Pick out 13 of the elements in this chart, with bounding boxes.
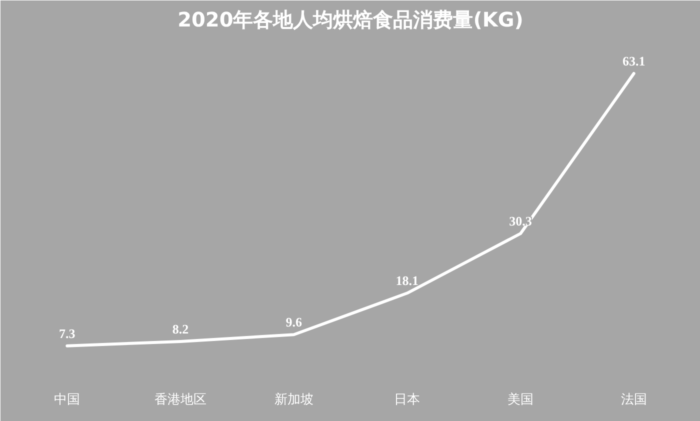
- x-tick-label: 中国: [54, 392, 80, 408]
- chart-title: 2020年各地人均烘焙食品消费量(KG): [178, 8, 524, 32]
- data-label: 18.1: [396, 273, 419, 288]
- data-label: 30.3: [509, 214, 532, 229]
- x-tick-label: 香港地区: [154, 392, 206, 408]
- data-label: 9.6: [286, 314, 302, 330]
- x-tick-label: 美国: [508, 392, 534, 408]
- data-label: 8.2: [172, 321, 189, 336]
- x-tick-label: 日本: [394, 392, 420, 408]
- x-tick-label: 法国: [620, 392, 647, 408]
- data-label: 63.1: [622, 53, 646, 68]
- data-label: 7.3: [59, 326, 76, 341]
- x-tick-label: 新加坡: [274, 392, 314, 408]
